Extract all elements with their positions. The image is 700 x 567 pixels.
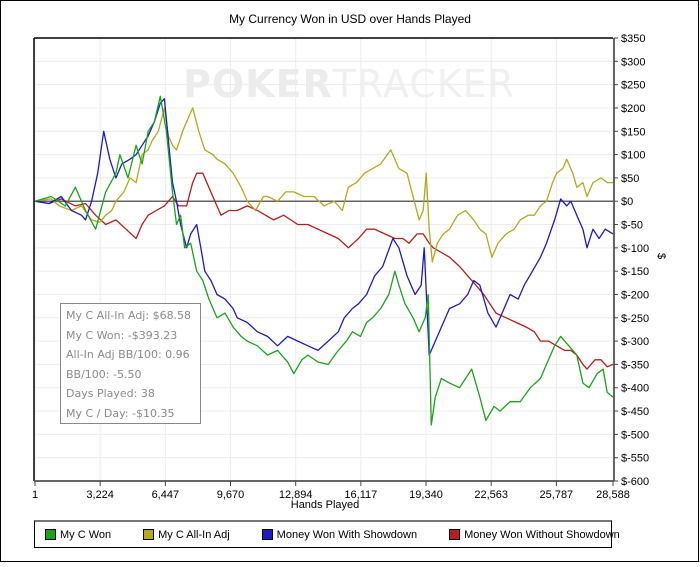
y-tick-label: $-350 — [621, 359, 649, 371]
y-tick-label: $-500 — [621, 429, 649, 441]
y-tick-label: $300 — [621, 56, 645, 68]
x-tick-label: 12,894 — [279, 489, 313, 501]
legend-label: My C All-In Adj — [158, 528, 230, 541]
stat-all-in-adj: My C All-In Adj: $68.58 — [66, 309, 192, 322]
x-tick-label: 3,224 — [86, 489, 114, 501]
x-tick-label: 19,340 — [409, 489, 443, 501]
y-tick-label: $350 — [621, 33, 645, 45]
watermark-light: TRACKER — [332, 62, 516, 106]
legend: My C Won My C All-In Adj Money Won With Sh… — [34, 520, 620, 548]
y-tick-label: $-250 — [621, 313, 649, 325]
stat-won: My C Won: -$393.23 — [66, 328, 178, 342]
y-axis-label: $ — [655, 252, 668, 260]
y-tick-label: $-300 — [621, 336, 649, 348]
y-tick-label: $-400 — [621, 383, 649, 395]
y-tick-label: $150 — [621, 126, 645, 138]
stat-per-day: My C / Day: -$10.35 — [66, 406, 175, 420]
x-tick-label: 1 — [32, 489, 38, 501]
y-tick-label: $-600 — [621, 476, 649, 488]
legend-label: Money Won Without Showdown — [464, 528, 620, 541]
y-tick-label: $200 — [621, 103, 645, 115]
x-tick-label: 6,447 — [152, 489, 180, 501]
stat-all-in-bb100: All-In Adj BB/100: 0.96 — [66, 348, 190, 361]
legend-swatch — [143, 529, 155, 540]
series-line-money-won-without-showdown — [34, 172, 614, 370]
y-tick-label: $100 — [621, 150, 645, 162]
legend-swatch — [45, 529, 56, 540]
y-tick-label: $-50 — [621, 220, 643, 232]
x-tick-label: 28,588 — [596, 489, 630, 501]
watermark-bold: POKER — [183, 62, 333, 106]
x-tick-label: 22,563 — [474, 489, 508, 501]
stat-bb100: BB/100: -5.50 — [66, 367, 142, 381]
series-line-my-c-won — [34, 95, 614, 426]
stats-box: My C All-In Adj: $68.58 My C Won: -$393.… — [60, 303, 201, 424]
watermark: POKERTRACKER — [183, 62, 515, 106]
x-tick-label: 25,787 — [540, 489, 574, 501]
y-tick-label: $0 — [621, 196, 633, 208]
legend-item: Money Won With Showdown — [261, 528, 418, 541]
legend-label: My C Won — [60, 528, 112, 541]
x-tick-label: 16,117 — [344, 489, 377, 501]
y-tick-label: $-550 — [621, 453, 649, 465]
y-tick-label: $-450 — [621, 406, 649, 418]
y-tick-label: $-100 — [621, 243, 649, 255]
y-tick-label: $50 — [621, 173, 639, 185]
y-tick-label: $-200 — [621, 289, 649, 301]
series-line-money-won-with-showdown — [34, 97, 614, 356]
legend-item: My C Won — [45, 529, 111, 541]
y-tick-label: $-150 — [621, 266, 649, 278]
y-tick-label: $250 — [621, 80, 645, 92]
legend-item: My C All-In Adj — [143, 529, 230, 541]
legend-swatch — [261, 529, 273, 540]
legend-item: Money Won Without Showdown — [449, 529, 620, 541]
legend-swatch — [449, 529, 461, 540]
chart-title: My Currency Won in USD over Hands Played — [229, 12, 471, 26]
x-axis-label: Hands Played — [290, 499, 360, 511]
x-tick-label: 9,670 — [217, 489, 245, 501]
series-line-my-c-all-in-adj — [34, 107, 613, 263]
stat-days-played: Days Played: 38 — [66, 387, 155, 400]
legend-label: Money Won With Showdown — [276, 528, 418, 541]
